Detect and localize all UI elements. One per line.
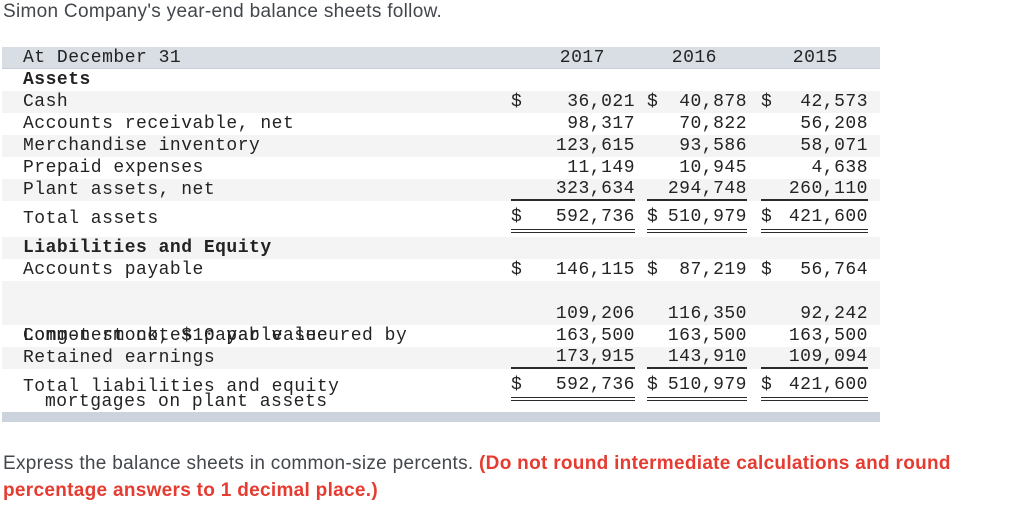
currency-symbol: $ xyxy=(511,375,523,395)
currency-symbol: $ xyxy=(647,375,659,395)
row-label: Long-term notes payable secured by mortg… xyxy=(23,326,408,412)
section-heading-assets: Assets xyxy=(23,70,91,90)
cell-value: 109,206 xyxy=(555,304,635,324)
instructions-normal-text: Express the balance sheets in common-siz… xyxy=(3,453,480,474)
currency-symbol: $ xyxy=(761,260,773,280)
cell-value: 93,586 xyxy=(679,136,747,156)
cell-value: 421,600 xyxy=(788,375,868,395)
row-label: Accounts payable xyxy=(23,260,204,280)
cell-value: 143,910 xyxy=(667,347,747,367)
cell-value: 510,979 xyxy=(667,375,747,395)
instructions-red-text: percentage answers to 1 decimal place.) xyxy=(3,480,378,501)
instructions: Express the balance sheets in common-siz… xyxy=(3,450,1024,504)
row-label: Prepaid expenses xyxy=(23,158,204,178)
header-year-2017: 2017 xyxy=(559,47,605,68)
table-row-accounts-receivable: Accounts receivable, net 98,317 70,822 5… xyxy=(2,113,880,135)
table-footer-bar xyxy=(2,412,880,422)
row-label: Retained earnings xyxy=(23,348,216,368)
cell-value: 36,021 xyxy=(567,92,635,112)
table-row-merchandise-inventory: Merchandise inventory 123,615 93,586 58,… xyxy=(2,135,880,157)
cell-value: 58,071 xyxy=(800,136,868,156)
cell-value: 163,500 xyxy=(667,326,747,346)
cell-value: 294,748 xyxy=(667,179,747,199)
currency-symbol: $ xyxy=(647,92,659,112)
cell-value: 116,350 xyxy=(667,304,747,324)
table-row-total-liabilities-equity: Total liabilities and equity $592,736 $5… xyxy=(2,372,880,402)
row-label: Merchandise inventory xyxy=(23,136,261,156)
cell-value: 92,242 xyxy=(800,304,868,324)
cell-value: 40,878 xyxy=(679,92,747,112)
cell-value: 146,115 xyxy=(555,260,635,280)
row-label: Total assets xyxy=(23,209,159,229)
header-year-2015: 2015 xyxy=(792,47,838,68)
cell-value: 163,500 xyxy=(788,326,868,346)
currency-symbol: $ xyxy=(761,375,773,395)
table-row-accounts-payable: Accounts payable $146,115 $87,219 $56,76… xyxy=(2,259,880,281)
cell-value: 98,317 xyxy=(567,114,635,134)
table-row-total-assets: Total assets $592,736 $510,979 $421,600 xyxy=(2,204,880,234)
currency-symbol: $ xyxy=(511,92,523,112)
cell-value: 87,219 xyxy=(679,260,747,280)
row-label: Total liabilities and equity xyxy=(23,377,340,397)
cell-value: 70,822 xyxy=(679,114,747,134)
section-heading-liabilities-equity: Liabilities and Equity xyxy=(2,237,880,259)
cell-value: 11,149 xyxy=(567,158,635,178)
row-label: Cash xyxy=(23,92,69,112)
cell-value: 592,736 xyxy=(555,375,635,395)
row-label: Accounts receivable, net xyxy=(23,114,295,134)
table-row-plant-assets: Plant assets, net 323,634 294,748 260,11… xyxy=(2,179,880,201)
cell-value: 4,638 xyxy=(811,158,868,178)
cell-value: 510,979 xyxy=(667,207,747,227)
balance-sheet-table: At December 31 2017 2016 2015 Assets Cas… xyxy=(2,47,880,412)
cell-value: 10,945 xyxy=(679,158,747,178)
currency-symbol: $ xyxy=(761,92,773,112)
instructions-red-text: (Do not round intermediate calculations … xyxy=(479,453,951,474)
table-row-cash: Cash $36,021 $40,878 $42,573 xyxy=(2,91,880,113)
table-row-common-stock: Common stock, $10 par value 163,500 163,… xyxy=(2,325,880,347)
currency-symbol: $ xyxy=(511,207,523,227)
cell-value: 109,094 xyxy=(788,347,868,367)
header-year-2016: 2016 xyxy=(671,47,717,68)
row-label: Plant assets, net xyxy=(23,180,216,200)
cell-value: 123,615 xyxy=(555,136,635,156)
header-label: At December 31 xyxy=(23,47,182,68)
cell-value: 56,764 xyxy=(800,260,868,280)
cell-value: 323,634 xyxy=(555,179,635,199)
cell-value: 163,500 xyxy=(555,326,635,346)
cell-value: 42,573 xyxy=(800,92,868,112)
cell-value: 421,600 xyxy=(788,207,868,227)
instructions-line-1: Express the balance sheets in common-siz… xyxy=(3,450,1024,477)
currency-symbol: $ xyxy=(647,260,659,280)
instructions-line-2: percentage answers to 1 decimal place.) xyxy=(3,477,1024,504)
row-label: Common stock, $10 par value xyxy=(23,326,329,346)
currency-symbol: $ xyxy=(511,260,523,280)
cell-value: 173,915 xyxy=(555,347,635,367)
cell-value: 592,736 xyxy=(555,207,635,227)
cell-value: 56,208 xyxy=(800,114,868,134)
page-title: Simon Company's year-end balance sheets … xyxy=(3,1,443,22)
table-row-prepaid-expenses: Prepaid expenses 11,149 10,945 4,638 xyxy=(2,157,880,179)
cell-value: 260,110 xyxy=(788,179,868,199)
table-row-long-term-notes: Long-term notes payable secured by mortg… xyxy=(2,281,880,412)
table-row-retained-earnings: Retained earnings 173,915 143,910 109,09… xyxy=(2,347,880,369)
table-header-row: At December 31 2017 2016 2015 xyxy=(2,47,880,69)
currency-symbol: $ xyxy=(761,207,773,227)
currency-symbol: $ xyxy=(647,207,659,227)
